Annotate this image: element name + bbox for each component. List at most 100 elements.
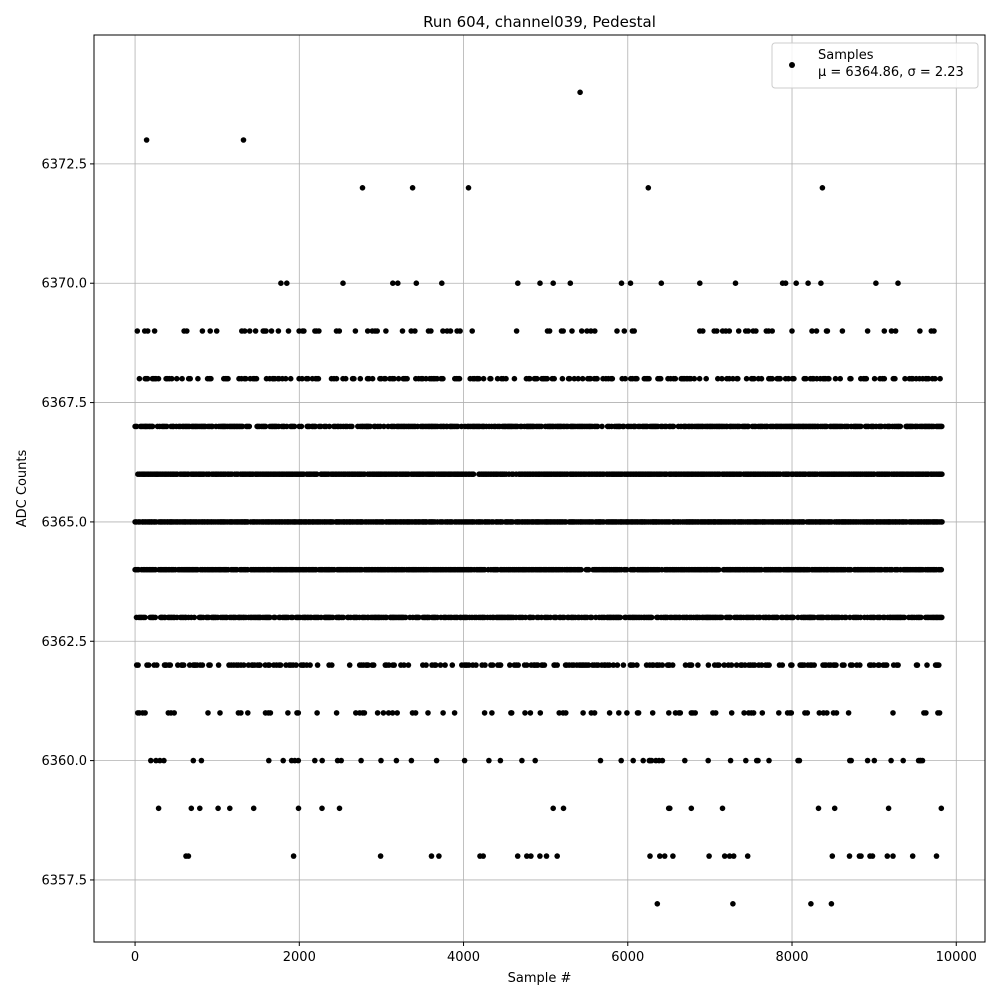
x-tick-label: 6000 — [611, 950, 644, 965]
y-axis-ticks: 6357.5 6360.0 6362.5 6365.0 6367.5 6370.0 6372… — [42, 157, 94, 888]
data-point — [143, 137, 150, 143]
data-point — [617, 614, 624, 621]
data-point — [370, 662, 377, 668]
data-point — [252, 328, 259, 334]
data-point — [858, 853, 864, 859]
data-point — [848, 375, 854, 382]
data-point — [434, 375, 440, 382]
data-point — [890, 710, 896, 716]
data-point — [888, 757, 894, 764]
data-point — [257, 662, 263, 668]
plot-frame — [93, 34, 986, 943]
data-point — [357, 375, 364, 382]
x-tick-label: 0 — [131, 950, 139, 965]
data-point — [361, 710, 368, 716]
data-point — [563, 710, 569, 716]
data-point — [594, 375, 600, 382]
data-point — [205, 710, 211, 716]
data-point — [207, 662, 213, 668]
data-point — [649, 710, 656, 716]
data-point — [669, 662, 676, 668]
data-point — [648, 757, 655, 764]
data-point — [280, 757, 287, 764]
data-point — [753, 328, 759, 334]
data-point — [719, 614, 725, 621]
data-point — [524, 853, 530, 859]
data-point — [489, 710, 495, 716]
data-point — [824, 710, 830, 716]
data-point — [213, 328, 220, 334]
data-point — [365, 662, 371, 668]
data-point — [389, 710, 396, 716]
data-point — [816, 710, 823, 716]
data-point — [635, 710, 642, 716]
data-point — [621, 328, 628, 334]
data-point — [885, 805, 892, 812]
data-point — [630, 757, 636, 764]
data-point — [828, 901, 835, 907]
data-point — [285, 328, 292, 334]
data-point — [148, 757, 154, 764]
data-point — [832, 375, 839, 382]
data-point — [377, 853, 384, 859]
data-point — [634, 375, 640, 382]
data-point — [936, 710, 943, 716]
data-point — [144, 375, 151, 382]
data-point — [871, 662, 877, 668]
data-point — [329, 662, 335, 668]
data-point — [616, 710, 622, 716]
data-point — [857, 614, 864, 621]
data-point — [333, 710, 340, 716]
data-point — [352, 328, 359, 334]
data-point — [766, 757, 772, 764]
data-point — [705, 757, 711, 764]
data-point — [606, 662, 613, 668]
data-point — [624, 566, 630, 573]
data-point — [751, 375, 757, 382]
data-point — [391, 662, 398, 668]
data-point — [715, 375, 721, 382]
data-point — [659, 662, 666, 668]
data-point — [744, 853, 751, 859]
data-point — [413, 280, 420, 287]
data-point — [829, 853, 836, 859]
data-point — [295, 710, 302, 716]
data-point — [721, 662, 727, 668]
data-point — [359, 185, 366, 191]
data-point — [818, 280, 824, 287]
data-point — [336, 805, 343, 812]
data-point — [769, 375, 775, 382]
data-point — [461, 757, 468, 764]
data-point — [514, 853, 521, 859]
data-point — [587, 375, 594, 382]
data-point — [733, 662, 740, 668]
data-point — [246, 328, 253, 334]
x-axis-label: Sample # — [508, 971, 572, 986]
data-point — [884, 853, 891, 859]
data-point — [700, 328, 706, 334]
data-point — [527, 375, 533, 382]
data-point — [358, 757, 364, 764]
data-point — [659, 757, 666, 764]
data-point — [750, 710, 757, 716]
legend: Samples μ = 6364.86, σ = 2.23 — [771, 42, 979, 89]
data-point — [730, 375, 736, 382]
data-point — [918, 614, 924, 621]
data-point — [314, 471, 320, 478]
data-point — [319, 757, 326, 764]
data-point — [190, 757, 197, 764]
data-point — [515, 280, 521, 287]
data-point — [622, 375, 628, 382]
y-tick-label: 6365.0 — [42, 515, 88, 530]
y-tick-label: 6372.5 — [42, 157, 88, 172]
data-point — [395, 280, 401, 287]
data-point — [580, 710, 586, 716]
data-point — [550, 805, 556, 812]
data-point — [428, 328, 434, 334]
data-point — [614, 662, 621, 668]
data-point — [267, 614, 273, 621]
data-point — [845, 710, 852, 716]
data-point — [917, 328, 923, 334]
data-point — [881, 375, 888, 382]
